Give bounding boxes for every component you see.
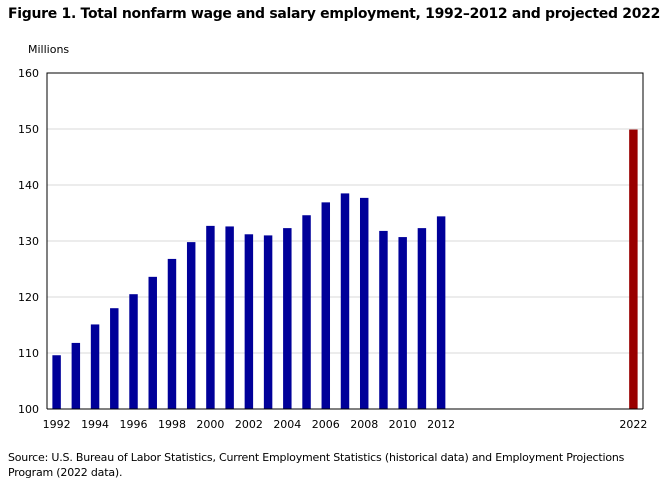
bar-1996: [129, 294, 138, 409]
bar-2022: [629, 129, 638, 409]
bar-1993: [71, 342, 81, 409]
y-tick-label: 120: [18, 291, 39, 304]
x-tick-label: 1992: [43, 418, 71, 431]
bar-1994: [90, 324, 100, 409]
bar-2008: [359, 197, 369, 409]
bar-2003: [263, 235, 273, 409]
bar-2010: [398, 237, 407, 409]
x-tick-label: 1996: [120, 418, 148, 431]
y-tick-label: 100: [18, 403, 39, 416]
y-tick-label: 130: [18, 235, 39, 248]
x-tick-label: 2006: [312, 418, 340, 431]
bar-1995: [110, 308, 119, 409]
bar-1999: [186, 242, 196, 409]
bar-2009: [379, 230, 388, 409]
bar-2007: [340, 193, 350, 409]
chart-title: Figure 1. Total nonfarm wage and salary …: [8, 6, 661, 22]
bar-2001: [225, 226, 234, 409]
y-axis-label: Millions: [28, 43, 69, 56]
bar-1997: [148, 276, 157, 409]
bar-2012: [436, 216, 446, 409]
x-tick-label: 2002: [235, 418, 263, 431]
bar-2005: [302, 215, 311, 409]
bar-chart: 100 110 120 130 140 150 160 1992 1994 1996 1998 200…: [18, 43, 647, 431]
y-tick-label: 150: [18, 123, 39, 136]
y-tick-label: 110: [18, 347, 39, 360]
x-tick-label: 2022: [619, 418, 647, 431]
bar-2011: [417, 228, 427, 409]
axes: 100 110 120 130 140 150 160 1992 1994 1996 1998 200…: [18, 67, 647, 431]
x-tick-label: 2008: [350, 418, 378, 431]
x-tick-label: 2010: [389, 418, 417, 431]
bar-1998: [167, 258, 177, 409]
y-tick-label: 140: [18, 179, 39, 192]
bar-2002: [244, 234, 254, 409]
bar-2000: [206, 225, 215, 409]
x-tick-label: 2004: [273, 418, 301, 431]
x-tick-label: 1998: [158, 418, 186, 431]
x-tick-label: 1994: [81, 418, 109, 431]
bars: [52, 129, 638, 409]
x-tick-label: 2012: [427, 418, 455, 431]
bar-2006: [321, 202, 331, 409]
bar-2004: [283, 228, 292, 409]
plot-frame: [46, 72, 644, 409]
source-note: Source: U.S. Bureau of Labor Statistics,…: [8, 451, 625, 479]
y-tick-label: 160: [18, 67, 39, 80]
x-tick-label: 2000: [196, 418, 224, 431]
bar-1992: [52, 355, 61, 409]
